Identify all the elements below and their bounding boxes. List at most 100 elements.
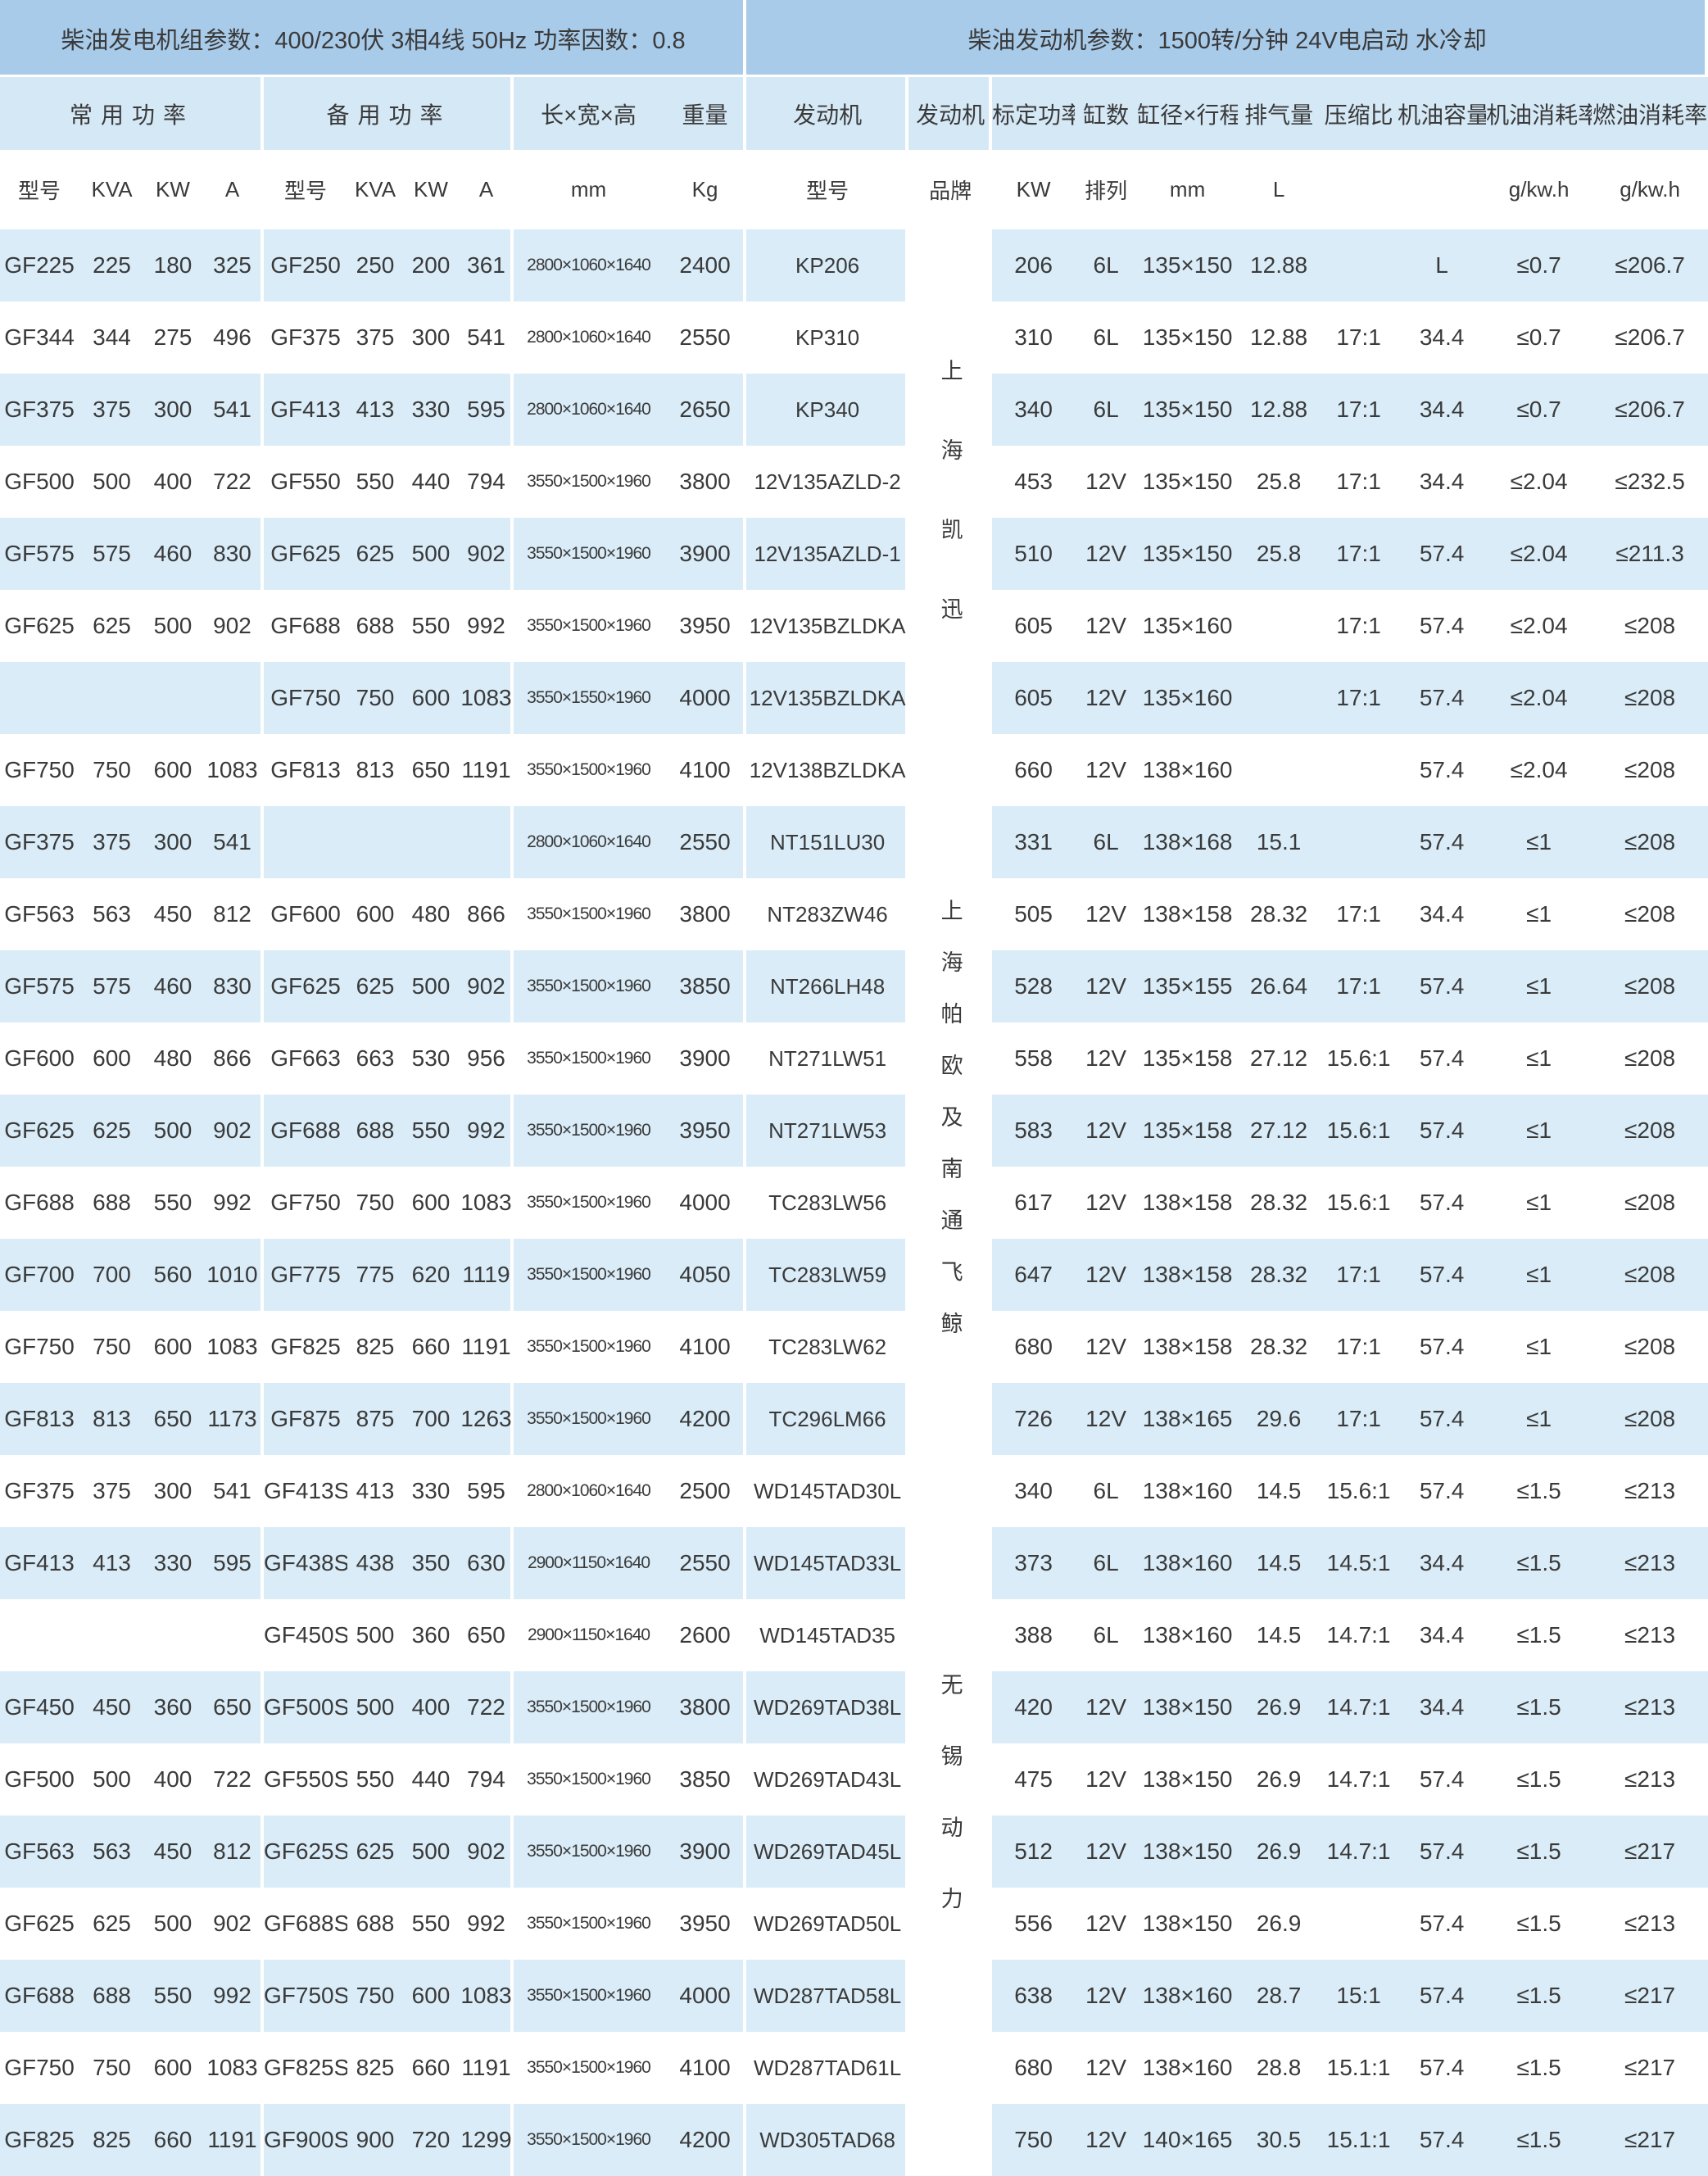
data-cell: 6L [1093,1478,1119,1503]
data-cell: GF688 [270,613,341,638]
data-cell: 550 [403,1095,459,1167]
data-cell: 750 [356,1190,395,1215]
data-cell: 500 [153,613,193,638]
data-cell: GF750S [264,1960,347,2032]
data-cell: 12V135AZLD-1 [746,518,909,590]
data-cell: 617 [1014,1190,1053,1215]
data-cell: GF750 [4,757,75,782]
data-cell: 550 [356,469,395,494]
data-cell: 512 [992,1816,1076,1888]
data-cell: 300 [145,374,201,446]
data-cell: GF344 [4,324,75,350]
data-cell: 660 [411,2055,451,2080]
data-cell: 2650 [664,374,747,446]
data-cell: ≤213 [1624,1622,1676,1648]
data-cell: 3550×1500×1960 [527,760,651,779]
data-cell: 28.32 [1250,1334,1308,1359]
data-cell: 510 [992,518,1076,590]
data-cell: 900 [347,2104,403,2176]
data-cell: 3950 [664,1888,746,1960]
data-cell: 3550×1500×1960 [514,1383,664,1455]
data-cell: 12V [1075,1816,1138,1888]
data-cell: ≤0.7 [1516,324,1561,350]
data-cell: 650 [201,1671,264,1743]
data-cell: 475 [1014,1766,1053,1792]
data-cell: ≤208 [1592,950,1708,1022]
data-cell: GF375 [0,806,79,878]
data-cell: 595 [459,374,514,446]
data-cell: GF250 [264,229,347,301]
data-cell: 600 [153,2055,193,2080]
data-cell: 775 [347,1239,403,1311]
data-cell [145,1599,201,1671]
data-cell: ≤208 [1624,613,1676,638]
data-cell: 700 [79,1239,145,1311]
data-cell: ≤213 [1624,1478,1676,1503]
data-cell: GF550 [270,469,341,494]
data-cell: TC296LM66 [746,1383,909,1455]
data-cell: 12V [1085,613,1126,638]
data-cell: 541 [201,1455,264,1527]
data-cell: GF225 [0,229,79,301]
table-row: GF375 375 300 541 GF413 413 330 595 2800×1060×16… [0,374,1708,446]
data-cell: 14.5 [1256,1622,1302,1648]
data-cell: NT266LH48 [746,950,909,1022]
data-cell: 3550×1500×1960 [514,1671,664,1743]
data-cell [0,662,79,734]
data-cell: GF450 [0,1671,79,1743]
data-cell: 450 [79,1671,145,1743]
data-cell: GF750 [270,1190,341,1215]
data-cell: 500 [145,1095,201,1167]
data-cell: ≤206.7 [1615,324,1685,350]
data-cell [1238,734,1320,806]
data-cell: ≤217 [1592,1960,1708,2032]
data-cell: NT271LW51 [746,1022,908,1095]
data-cell: GF600 [4,1045,75,1071]
data-cell: 700 [403,1383,459,1455]
data-cell: 600 [403,662,459,734]
data-cell: 2600 [664,1599,746,1671]
data-cell: 3550×1500×1960 [514,950,664,1022]
data-cell: ≤217 [1624,2055,1676,2080]
data-cell: 902 [459,950,514,1022]
data-cell: 4100 [664,734,746,806]
data-cell: L [1398,229,1487,301]
data-cell: 325 [201,229,264,301]
data-cell: ≤208 [1624,1334,1676,1359]
data-cell: 330 [403,374,459,446]
data-cell: 30.5 [1238,2104,1321,2176]
table-row: GF625 625 500 902 GF688S 688 550 992 3550×1500×1… [0,1888,1708,1960]
data-cell: 225 [79,229,145,301]
data-cell: 400 [153,1766,193,1792]
data-cell: GF500S [264,1671,347,1743]
data-cell: 3550×1500×1960 [514,1960,664,2032]
group-header: 常用功率 [0,77,264,150]
data-cell: 688 [347,1095,403,1167]
data-cell: 688 [356,613,395,638]
data-cell: GF575 [0,950,79,1022]
data-cell: 600 [153,1334,193,1359]
data-cell: 4000 [664,662,747,734]
data-cell: 2800×1060×1640 [514,374,664,446]
data-cell: TC283LW56 [746,1167,908,1239]
data-cell: 650 [459,1599,514,1671]
unit-header: mm [570,177,607,202]
data-cell: ≤2.04 [1510,613,1568,638]
data-cell: 310 [1014,324,1053,350]
data-cell: 26.64 [1238,950,1321,1022]
data-cell: 663 [356,1045,395,1071]
data-cell: 480 [411,901,451,927]
data-cell: 360 [411,1622,451,1648]
data-cell: 750 [992,2104,1076,2176]
data-cell: 2800×1060×1640 [527,1481,651,1500]
data-cell: GF500 [4,1766,75,1792]
table-row: GF225 225 180 325 GF250 250 200 361 2800×1060×16… [0,229,1708,806]
data-cell: 17:1 [1336,469,1381,494]
data-cell: 1119 [459,1239,514,1311]
unit-header: KVA [354,177,396,202]
data-cell: 135×158 [1142,1045,1233,1071]
data-cell: ≤1 [1526,1045,1552,1071]
data-cell: 6L [1075,374,1138,446]
data-cell [1320,229,1398,301]
